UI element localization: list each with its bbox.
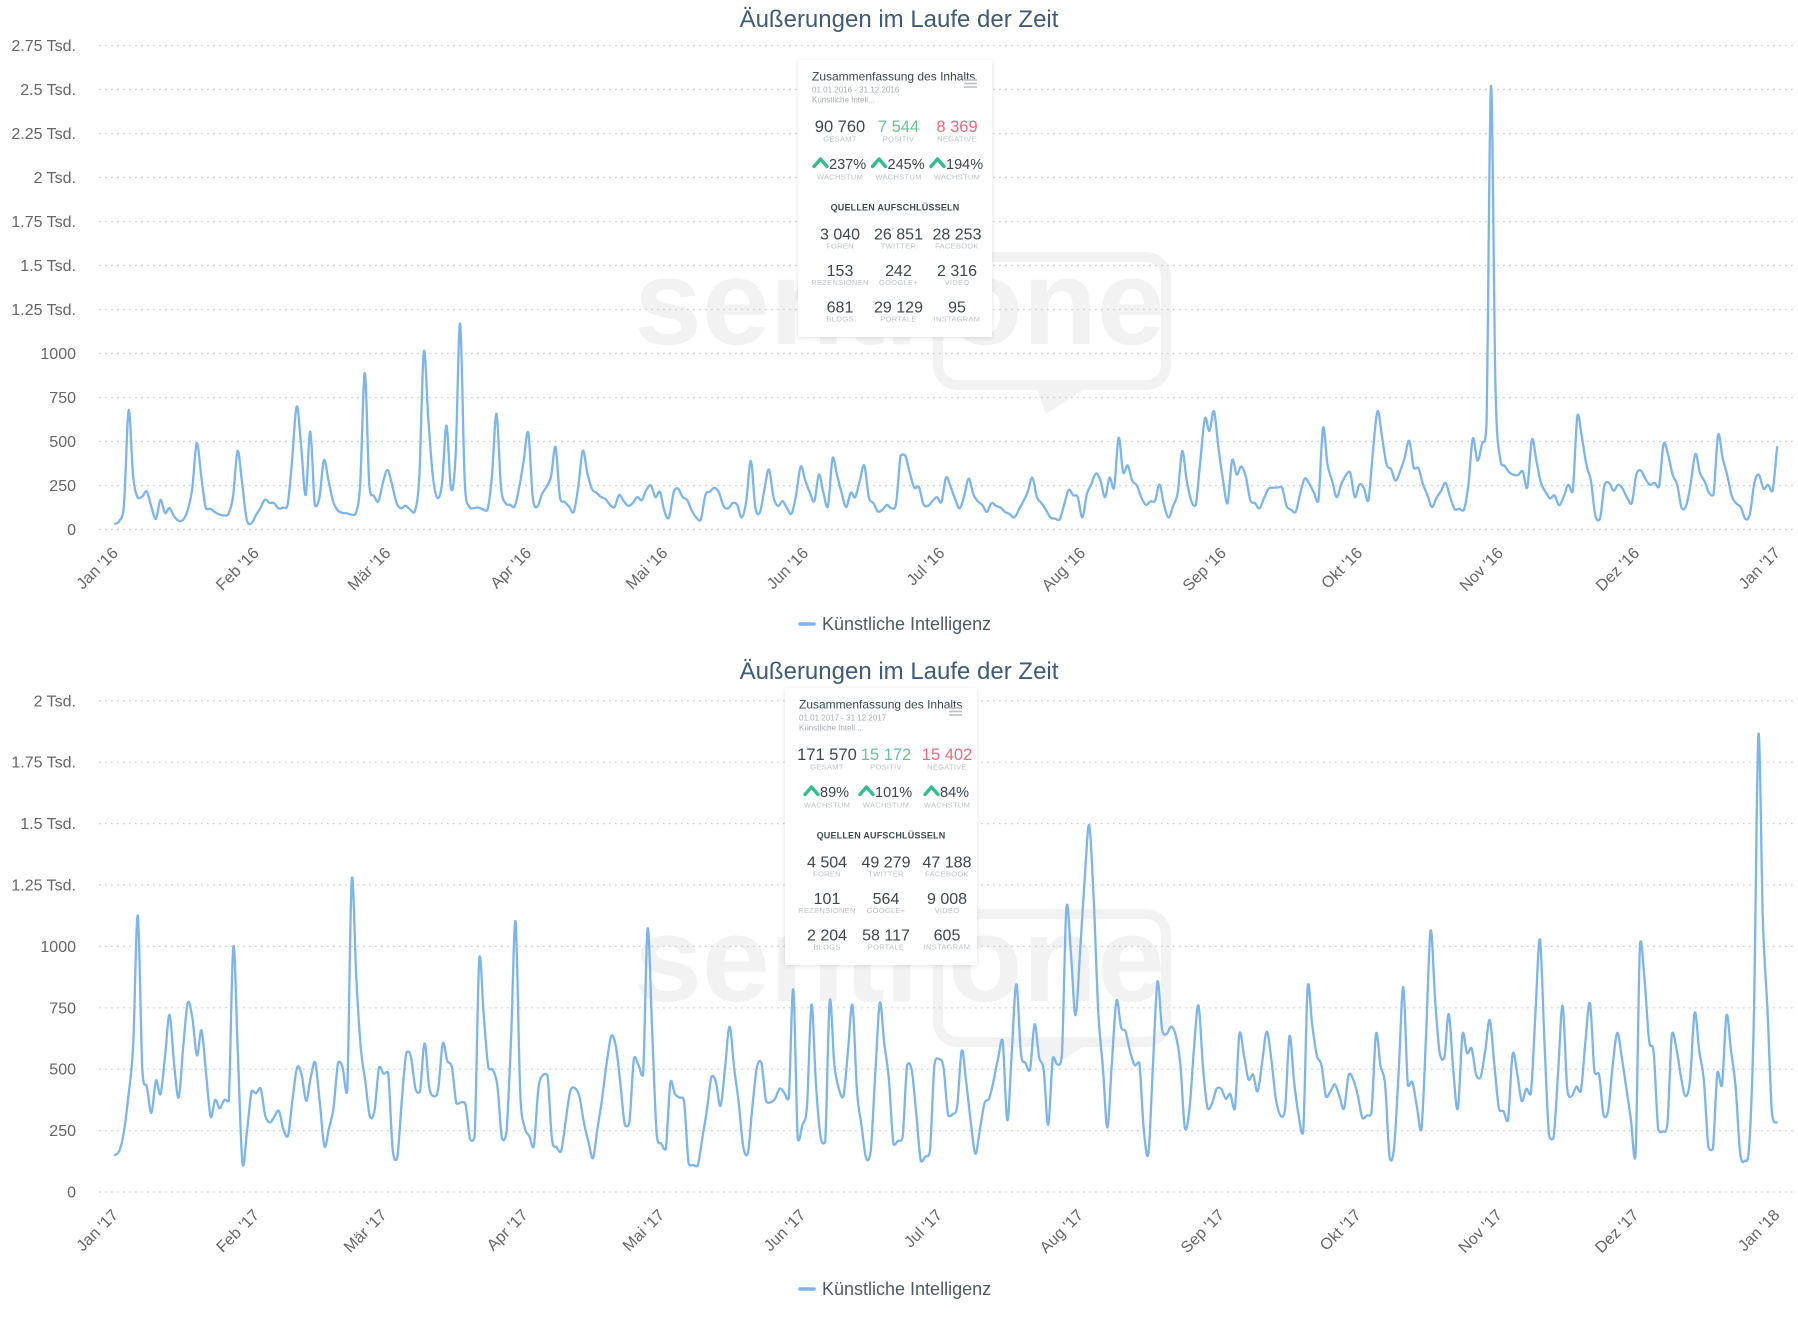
svg-text:Künstliche Intelligenz: Künstliche Intelligenz <box>822 1279 991 1299</box>
svg-text:153: 153 <box>827 263 854 280</box>
svg-text:15 172: 15 172 <box>861 746 911 764</box>
svg-text:237%: 237% <box>829 157 866 173</box>
svg-text:1.75 Tsd.: 1.75 Tsd. <box>11 214 76 231</box>
svg-text:Künstliche Intelligenz: Künstliche Intelligenz <box>822 614 991 634</box>
svg-text:TWITTER: TWITTER <box>881 242 917 251</box>
svg-text:101%: 101% <box>875 785 912 801</box>
svg-text:84%: 84% <box>940 785 969 801</box>
svg-text:2 Tsd.: 2 Tsd. <box>34 170 76 187</box>
svg-text:15 402: 15 402 <box>922 746 972 764</box>
svg-text:PORTALE: PORTALE <box>868 943 904 952</box>
svg-text:28 253: 28 253 <box>933 227 982 244</box>
svg-text:750: 750 <box>49 1000 76 1017</box>
svg-text:FOREN: FOREN <box>813 870 841 879</box>
svg-text:INSTAGRAM: INSTAGRAM <box>934 315 981 324</box>
svg-text:47 188: 47 188 <box>923 855 972 872</box>
svg-text:Äußerungen im Laufe der Zeit: Äußerungen im Laufe der Zeit <box>740 658 1059 685</box>
svg-text:95: 95 <box>948 300 966 317</box>
svg-text:0: 0 <box>67 1185 76 1202</box>
svg-text:29 129: 29 129 <box>874 300 923 317</box>
svg-text:1000: 1000 <box>40 939 76 956</box>
svg-text:3 040: 3 040 <box>820 227 860 244</box>
svg-text:Zusammenfassung des Inhalts: Zusammenfassung des Inhalts <box>799 698 962 712</box>
svg-text:VIDEO: VIDEO <box>945 278 970 287</box>
svg-text:BLOGS: BLOGS <box>813 943 840 952</box>
svg-text:QUELLEN AUFSCHLÜSSELN: QUELLEN AUFSCHLÜSSELN <box>831 203 960 213</box>
svg-text:1.5 Tsd.: 1.5 Tsd. <box>20 816 76 833</box>
svg-text:GESAMT: GESAMT <box>810 763 844 772</box>
svg-text:Künstliche Intell...: Künstliche Intell... <box>812 96 875 105</box>
svg-text:01.01.2016 - 31.12.2016: 01.01.2016 - 31.12.2016 <box>812 86 900 95</box>
svg-text:1.25 Tsd.: 1.25 Tsd. <box>11 878 76 895</box>
svg-text:245%: 245% <box>888 157 925 173</box>
svg-text:9 008: 9 008 <box>927 891 967 908</box>
svg-text:INSTAGRAM: INSTAGRAM <box>924 943 971 952</box>
svg-text:BLOGS: BLOGS <box>826 315 853 324</box>
svg-text:NEGATIVE: NEGATIVE <box>937 135 977 144</box>
svg-text:89%: 89% <box>820 785 849 801</box>
svg-text:242: 242 <box>885 263 912 280</box>
svg-text:WACHSTUM: WACHSTUM <box>924 801 970 810</box>
svg-text:REZENSIONEN: REZENSIONEN <box>798 906 855 915</box>
svg-text:WACHSTUM: WACHSTUM <box>875 173 921 182</box>
svg-text:WACHSTUM: WACHSTUM <box>863 801 909 810</box>
svg-text:FACEBOOK: FACEBOOK <box>935 242 979 251</box>
svg-text:Künstliche Intell...: Künstliche Intell... <box>799 724 862 733</box>
svg-text:2.5 Tsd.: 2.5 Tsd. <box>20 82 76 99</box>
svg-text:605: 605 <box>934 928 961 945</box>
svg-text:FOREN: FOREN <box>826 242 854 251</box>
svg-text:WACHSTUM: WACHSTUM <box>817 173 863 182</box>
svg-text:8 369: 8 369 <box>936 118 977 136</box>
svg-text:GOOGLE+: GOOGLE+ <box>879 278 918 287</box>
svg-text:REZENSIONEN: REZENSIONEN <box>811 278 868 287</box>
svg-text:500: 500 <box>49 434 76 451</box>
svg-text:TWITTER: TWITTER <box>868 870 904 879</box>
svg-text:564: 564 <box>873 891 900 908</box>
svg-text:QUELLEN AUFSCHLÜSSELN: QUELLEN AUFSCHLÜSSELN <box>817 831 946 841</box>
svg-text:GESAMT: GESAMT <box>823 135 857 144</box>
svg-text:1.25 Tsd.: 1.25 Tsd. <box>11 302 76 319</box>
svg-text:750: 750 <box>49 390 76 407</box>
svg-text:4 504: 4 504 <box>807 855 847 872</box>
svg-text:2.25 Tsd.: 2.25 Tsd. <box>11 126 76 143</box>
svg-text:1.5 Tsd.: 1.5 Tsd. <box>20 258 76 275</box>
svg-text:WACHSTUM: WACHSTUM <box>804 801 850 810</box>
svg-text:1000: 1000 <box>40 346 76 363</box>
svg-text:2 204: 2 204 <box>807 928 847 945</box>
svg-text:GOOGLE+: GOOGLE+ <box>867 906 906 915</box>
svg-text:VIDEO: VIDEO <box>935 906 960 915</box>
svg-text:250: 250 <box>49 1123 76 1140</box>
svg-text:171 570: 171 570 <box>797 746 857 764</box>
svg-text:FACEBOOK: FACEBOOK <box>925 870 969 879</box>
svg-text:2 Tsd.: 2 Tsd. <box>34 693 76 710</box>
svg-text:2 316: 2 316 <box>937 263 977 280</box>
svg-text:90 760: 90 760 <box>815 118 865 136</box>
svg-text:681: 681 <box>827 300 854 317</box>
svg-text:500: 500 <box>49 1062 76 1079</box>
svg-text:01.01.2017 - 31.12.2017: 01.01.2017 - 31.12.2017 <box>799 714 887 723</box>
svg-text:101: 101 <box>814 891 841 908</box>
svg-text:PORTALE: PORTALE <box>880 315 916 324</box>
svg-text:0: 0 <box>67 522 76 539</box>
svg-text:250: 250 <box>49 478 76 495</box>
svg-text:26 851: 26 851 <box>874 227 923 244</box>
svg-text:WACHSTUM: WACHSTUM <box>934 173 980 182</box>
svg-text:7 544: 7 544 <box>878 118 919 136</box>
svg-text:1.75 Tsd.: 1.75 Tsd. <box>11 755 76 772</box>
svg-text:POSITIV: POSITIV <box>883 135 915 144</box>
svg-text:58 117: 58 117 <box>862 928 910 945</box>
svg-text:Zusammenfassung des Inhalts: Zusammenfassung des Inhalts <box>812 70 975 84</box>
svg-text:2.75 Tsd.: 2.75 Tsd. <box>11 38 76 55</box>
svg-text:194%: 194% <box>946 157 983 173</box>
svg-text:Äußerungen im Laufe der Zeit: Äußerungen im Laufe der Zeit <box>740 6 1059 33</box>
svg-text:NEGATIVE: NEGATIVE <box>927 763 967 772</box>
svg-text:49 279: 49 279 <box>862 855 911 872</box>
svg-text:POSITIV: POSITIV <box>870 763 902 772</box>
